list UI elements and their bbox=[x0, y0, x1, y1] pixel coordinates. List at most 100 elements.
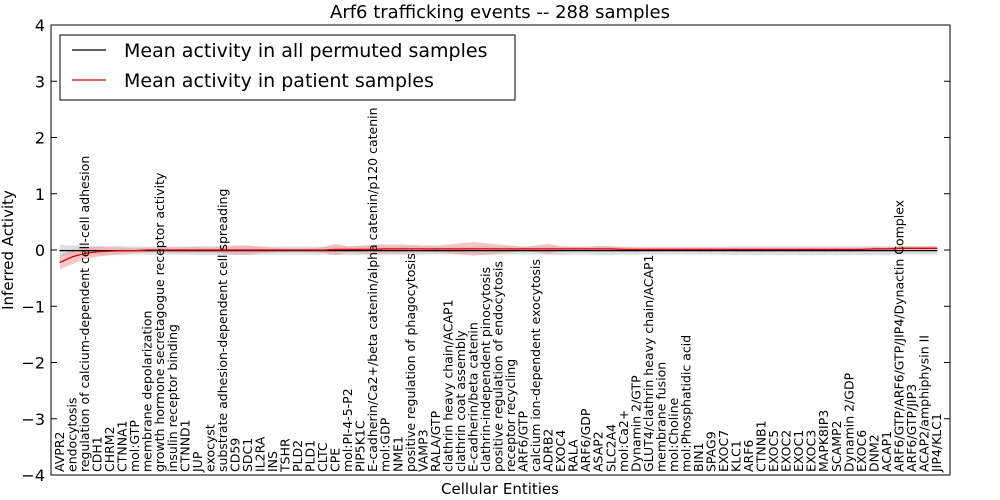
x-tick-label: CDH1 bbox=[90, 436, 105, 472]
x-tick-label: EXOC6 bbox=[854, 430, 869, 472]
data-point-permuted bbox=[786, 250, 788, 252]
x-tick-label: AVPR2 bbox=[52, 432, 67, 472]
data-point-permuted bbox=[598, 250, 600, 252]
data-point-permuted bbox=[485, 250, 487, 252]
x-tick-label: MAPK8IP3 bbox=[816, 410, 831, 472]
x-tick-label: EXOC3 bbox=[804, 430, 819, 472]
data-point-permuted bbox=[548, 250, 550, 252]
data-point-permuted bbox=[397, 250, 399, 252]
data-point-permuted bbox=[648, 250, 650, 252]
data-point-permuted bbox=[385, 250, 387, 252]
data-point-patient bbox=[911, 247, 913, 249]
data-point-patient bbox=[685, 248, 688, 250]
data-point-patient bbox=[347, 248, 349, 250]
data-point-patient bbox=[573, 248, 575, 250]
x-tick-label: JUP bbox=[190, 451, 205, 473]
data-point-permuted bbox=[798, 250, 800, 252]
data-point-permuted bbox=[685, 250, 688, 252]
data-point-patient bbox=[648, 248, 650, 250]
data-point-patient bbox=[535, 248, 537, 250]
x-tick-label: INS bbox=[265, 451, 280, 472]
data-point-patient bbox=[698, 248, 700, 250]
data-point-permuted bbox=[71, 250, 74, 252]
x-tick-label: clathrin heavy chain/ACAP1 bbox=[440, 299, 455, 472]
data-point-permuted bbox=[773, 250, 775, 252]
x-tick-label: ADRB2 bbox=[541, 429, 556, 472]
x-tick-label: clathrin coat assembly bbox=[453, 330, 468, 472]
x-tick-label: Dynamin 2/GTP bbox=[628, 375, 643, 472]
data-point-permuted bbox=[360, 250, 362, 252]
legend-label-patient: Mean activity in patient samples bbox=[124, 70, 434, 92]
data-point-patient bbox=[898, 247, 901, 249]
x-tick-label: E-cadherin/beta catenin bbox=[465, 322, 480, 472]
data-point-permuted bbox=[523, 250, 525, 252]
data-point-permuted bbox=[460, 250, 462, 252]
data-point-patient bbox=[84, 252, 86, 254]
data-point-permuted bbox=[911, 250, 913, 252]
x-tick-label: positive regulation of phagocytosis bbox=[403, 253, 418, 472]
x-tick-label: BIN1 bbox=[691, 442, 706, 472]
x-tick-label: substrate adhesion-dependent cell spread… bbox=[215, 189, 230, 472]
data-point-patient bbox=[259, 249, 262, 251]
x-tick-label: NME1 bbox=[390, 436, 405, 472]
data-point-patient bbox=[184, 249, 186, 251]
data-point-permuted bbox=[435, 250, 437, 252]
data-point-patient bbox=[147, 249, 149, 251]
x-tick-label: EXOC1 bbox=[791, 430, 806, 472]
data-point-permuted bbox=[497, 250, 500, 252]
x-tick-label: E-cadherin/Ca2+/beta catenin/alpha caten… bbox=[365, 107, 380, 472]
y-tick-label: 2 bbox=[35, 129, 45, 148]
data-point-patient bbox=[435, 248, 437, 250]
data-point-permuted bbox=[335, 250, 337, 252]
x-tick-label: EXOC4 bbox=[553, 430, 568, 472]
data-point-patient bbox=[823, 248, 825, 250]
y-tick-label: 4 bbox=[35, 16, 45, 35]
data-point-patient bbox=[222, 249, 224, 251]
data-point-patient bbox=[523, 248, 525, 250]
data-point-patient bbox=[310, 249, 312, 251]
data-point-patient bbox=[786, 248, 788, 250]
data-point-patient bbox=[159, 249, 161, 251]
data-point-patient bbox=[761, 248, 763, 250]
x-tick-label: PLD1 bbox=[303, 440, 318, 472]
data-point-patient bbox=[472, 248, 474, 250]
x-tick-label: membrane fusion bbox=[653, 362, 668, 472]
x-tick-label: endocytosis bbox=[65, 397, 80, 472]
data-point-permuted bbox=[923, 250, 926, 252]
y-tick-label: −4 bbox=[21, 466, 45, 485]
data-point-permuted bbox=[811, 250, 813, 252]
data-point-permuted bbox=[698, 250, 700, 252]
data-point-permuted bbox=[836, 250, 838, 252]
data-point-permuted bbox=[635, 250, 637, 252]
data-point-patient bbox=[410, 248, 412, 250]
x-tick-label: membrane depolarization bbox=[140, 311, 155, 472]
x-tick-label: RALA/GTP bbox=[428, 410, 443, 472]
data-point-permuted bbox=[710, 250, 713, 252]
x-tick-label: mol:Phosphatidic acid bbox=[678, 335, 693, 472]
data-point-permuted bbox=[673, 250, 675, 252]
data-point-permuted bbox=[422, 250, 424, 252]
data-point-patient bbox=[197, 249, 199, 251]
x-tick-label: RALA bbox=[566, 439, 581, 472]
x-tick-label: positive regulation of endocytosis bbox=[491, 261, 506, 472]
data-point-patient bbox=[548, 248, 550, 250]
data-point-patient bbox=[710, 248, 713, 250]
x-tick-label: SLC2A4 bbox=[603, 424, 618, 472]
data-point-permuted bbox=[510, 250, 512, 252]
data-point-patient bbox=[660, 248, 663, 250]
legend-label-permuted: Mean activity in all permuted samples bbox=[124, 40, 487, 62]
data-point-patient bbox=[122, 250, 124, 252]
x-tick-label: PLD2 bbox=[290, 440, 305, 472]
x-tick-label: mol:GTP bbox=[127, 420, 142, 472]
data-point-patient bbox=[848, 248, 850, 250]
data-point-patient bbox=[247, 249, 249, 251]
data-point-patient bbox=[610, 248, 612, 250]
x-tick-label: regulation of calcium-dependent cell-cel… bbox=[77, 156, 92, 472]
data-point-permuted bbox=[723, 250, 725, 252]
data-point-permuted bbox=[861, 250, 863, 252]
data-point-permuted bbox=[623, 250, 625, 252]
data-point-patient bbox=[923, 247, 926, 249]
x-tick-label: SDC1 bbox=[240, 438, 255, 472]
y-tick-label: −1 bbox=[21, 297, 45, 316]
